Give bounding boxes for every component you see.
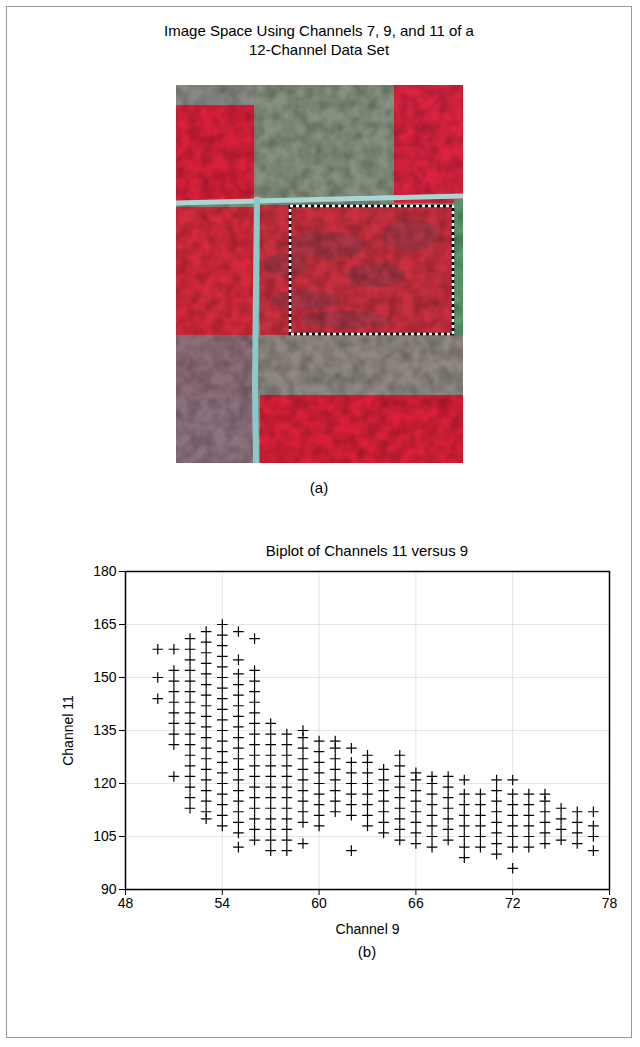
svg-text:48: 48 (118, 895, 134, 911)
svg-text:120: 120 (93, 775, 117, 791)
svg-text:105: 105 (93, 828, 117, 844)
svg-text:Channel 9: Channel 9 (336, 921, 400, 937)
svg-text:165: 165 (93, 616, 117, 632)
svg-text:135: 135 (93, 722, 117, 738)
svg-text:60: 60 (311, 895, 327, 911)
html-text:(b): (b) (357, 943, 377, 960)
svg-text:78: 78 (602, 895, 618, 911)
html-text:Biplot of Channels 11 versus 9: Biplot of Channels 11 versus 9 (265, 542, 469, 559)
svg-text:180: 180 (93, 563, 117, 579)
svg-text:54: 54 (215, 895, 231, 911)
html-text:(a): (a) (309, 479, 329, 496)
svg-text:Channel 11: Channel 11 (60, 695, 76, 766)
svg-text:90: 90 (101, 881, 117, 897)
svg-text:150: 150 (93, 669, 117, 685)
svg-text:66: 66 (408, 895, 424, 911)
svg-text:72: 72 (505, 895, 521, 911)
html-text:Image Space Using Channels 7,: Image Space Using Channels 7, 9, and 11 … (164, 22, 474, 58)
